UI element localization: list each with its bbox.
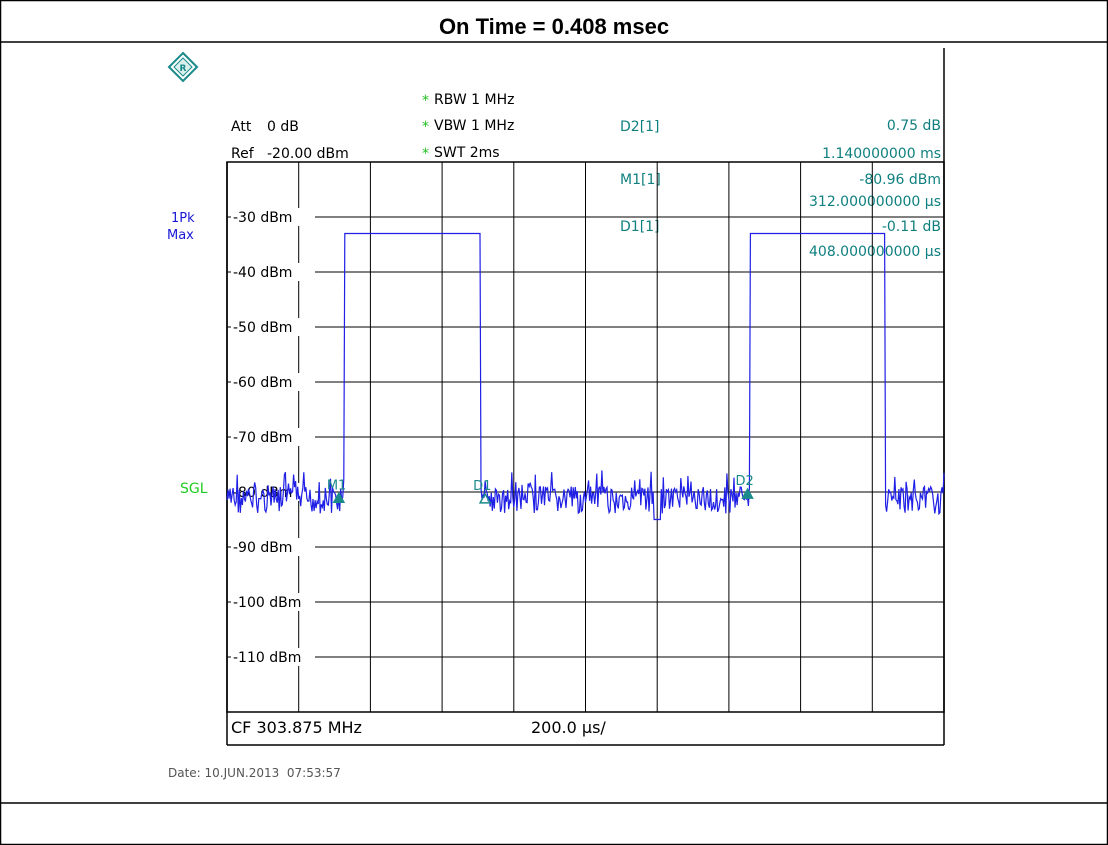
rbw-star: * [422,93,429,109]
y-tick-label-bg [231,538,315,556]
marker-d2-label: D2 [736,474,754,489]
marker-d1-label: D1 [473,479,491,494]
y-tick-label: -40 dBm [233,265,292,281]
sgl-label: SGL [180,481,208,497]
y-tick-label: -90 dBm [233,540,292,556]
page-title: On Time = 0.408 msec [438,14,670,39]
y-tick-label: -70 dBm [233,430,292,446]
readout-d2-label: D2[1] [620,119,660,135]
y-tick-label: -30 dBm [233,210,292,226]
y-tick-label: -50 dBm [233,320,292,336]
y-tick-label: -110 dBm [233,650,301,666]
rohde-schwarz-logo-icon: R [167,51,199,83]
readout-m1-value: -80.96 dBm [859,172,941,188]
readout-d2-value: 0.75 dB [887,118,941,134]
time-per-division: 200.0 µs/ [531,718,606,737]
svg-text:R: R [180,64,187,74]
rbw-setting: RBW 1 MHz [434,92,514,108]
readout-d1-time: 408.000000000 µs [809,244,941,260]
readout-m1-time: 312.000000000 µs [809,194,941,210]
trace-line [226,232,945,521]
swt-setting: SWT 2ms [434,145,500,161]
y-tick-label-bg [231,428,315,446]
marker-d2-symbol [741,487,754,499]
y-tick-label-bg [231,593,315,611]
readout-d1-value: -0.11 dB [882,219,941,235]
y-tick-label-bg [231,648,315,666]
center-frequency: CF 303.875 MHz [231,718,362,737]
marker-m1-symbol [332,491,346,504]
vbw-star: * [422,119,429,135]
ref-label: Ref [231,146,255,162]
marker-m1-label: M1 [327,478,347,493]
marker-d1-symbol [478,492,492,504]
plot-area: -30 dBm-40 dBm-50 dBm-60 dBm-70 dBm-80 d… [226,48,945,746]
att-value: 0 dB [267,119,299,135]
swt-star: * [422,146,429,162]
y-tick-label-bg [231,263,315,281]
vbw-setting: VBW 1 MHz [434,118,514,134]
readout-d2-time: 1.140000000 ms [822,146,941,162]
y-tick-label: -60 dBm [233,375,292,391]
y-tick-label: -100 dBm [233,595,301,611]
y-tick-label-bg [231,373,315,391]
y-tick-label-bg [231,318,315,336]
att-label: Att [231,119,252,135]
date-line: Date: 10.JUN.2013 07:53:57 [168,766,341,780]
trace-mode-line2: Max [167,228,194,243]
trace-mode-line1: 1Pk [171,211,195,226]
y-tick-label-bg [231,208,315,226]
ref-value: -20.00 dBm [267,146,349,162]
readout-d1-label: D1[1] [620,219,660,235]
readout-m1-label: M1[1] [620,172,661,188]
